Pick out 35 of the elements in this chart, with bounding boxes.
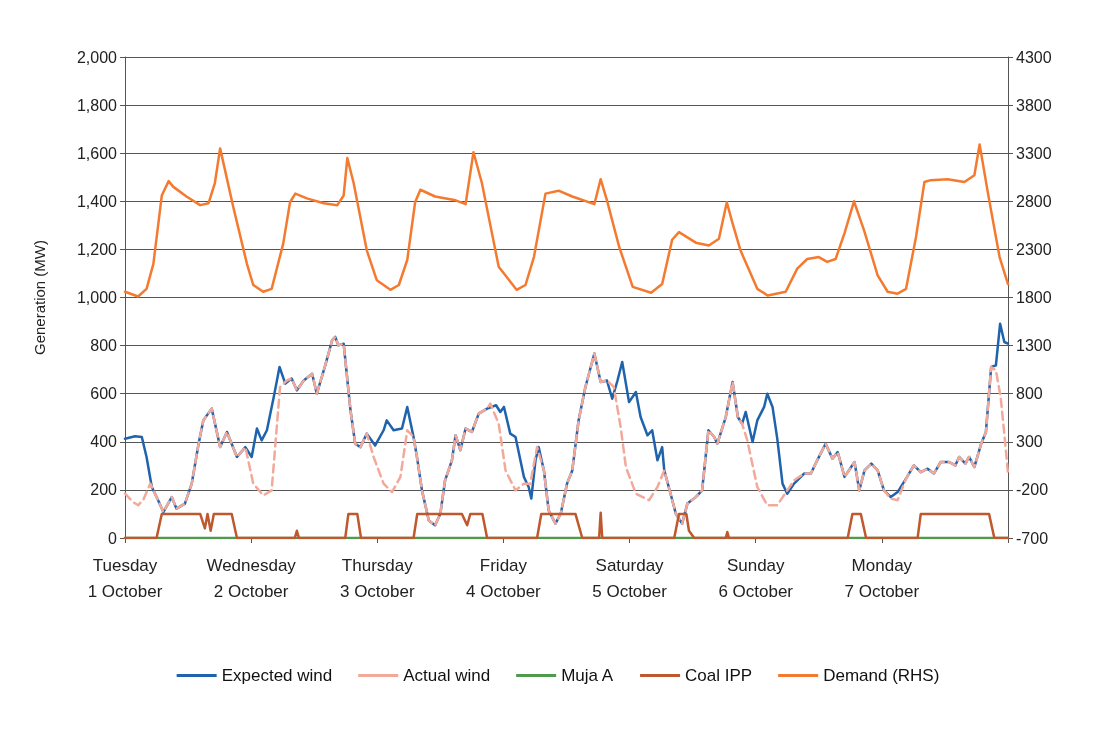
y2-tick-label: 3300 [1016,144,1052,162]
y-tick-label: 600 [90,385,118,403]
y2-tick-label: 800 [1016,385,1043,403]
legend-label: Expected wind [221,666,333,685]
x-tick-label: Sunday 6 October [718,555,794,601]
x-tick-label: Monday 7 October [844,555,920,601]
legend-label: Demand (RHS) [823,666,940,685]
y2-tick-label: 4300 [1016,48,1052,66]
x-tick-label: Friday 4 October [466,555,542,601]
legend-label: Coal IPP [685,666,753,685]
legend-label: Muja A [561,666,614,685]
y-tick-label: 1,600 [76,144,118,162]
y2-tick-label: -200 [1016,481,1049,499]
y-tick-label: 1,800 [76,96,118,114]
y2-tick-label: 2300 [1016,240,1052,258]
y-tick-label: 1,200 [76,240,118,258]
y2-tick-label: 2800 [1016,192,1052,210]
y-tick-label: 400 [90,433,118,451]
x-tick-label: Tuesday 1 October [87,555,163,601]
x-tick-label: Saturday 5 October [592,555,668,601]
legend-label: Actual wind [403,666,491,685]
y-tick-label: 200 [90,481,118,499]
y-tick-label: 800 [90,337,118,355]
y2-tick-label: -700 [1016,529,1049,547]
y-tick-label: 0 [108,529,118,547]
y-tick-label: 1,400 [76,192,118,210]
y2-tick-label: 3800 [1016,96,1052,114]
x-tick-label: Wednesday 2 October [206,555,297,601]
x-tick-label: Thursday 3 October [339,555,415,601]
y2-tick-label: 1800 [1016,289,1052,306]
y-tick-label: 2,000 [76,48,118,66]
y2-tick-label: 300 [1016,433,1043,451]
y-tick-label: 1,000 [76,289,118,306]
y-axis-title: Generation (MW) [31,239,48,356]
y2-tick-label: 1300 [1016,337,1052,355]
